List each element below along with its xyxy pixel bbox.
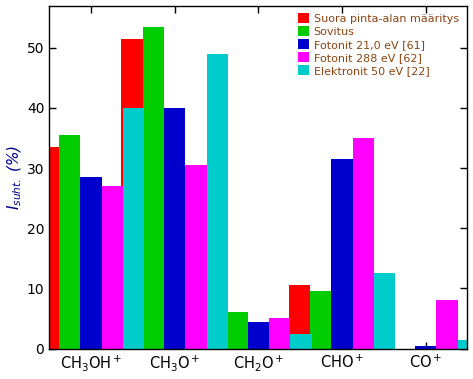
Legend: Suora pinta-alan määritys, Sovitus, Fotonit 21,0 eV [61], Fotonit 288 eV [62], E: Suora pinta-alan määritys, Sovitus, Foto… (296, 11, 461, 78)
Bar (353, 138, 374, 349)
Bar (415, 346, 436, 349)
Bar (80, 177, 102, 349)
Bar (290, 334, 312, 349)
Bar (59, 135, 80, 349)
Bar (269, 318, 290, 349)
Y-axis label: $I_{suht.}$ (%): $I_{suht.}$ (%) (6, 144, 24, 210)
Bar (164, 108, 185, 349)
Bar (143, 27, 164, 349)
Bar (205, 310, 227, 349)
Bar (207, 54, 228, 349)
Bar (122, 39, 143, 349)
Bar (372, 330, 394, 349)
Bar (310, 291, 331, 349)
Bar (331, 159, 353, 349)
Bar (436, 301, 457, 349)
Bar (248, 321, 269, 349)
Bar (123, 108, 144, 349)
Bar (289, 285, 310, 349)
Bar (102, 186, 123, 349)
Bar (227, 312, 248, 349)
Bar (457, 340, 473, 349)
Bar (374, 273, 395, 349)
Bar (185, 165, 207, 349)
Bar (38, 147, 59, 349)
